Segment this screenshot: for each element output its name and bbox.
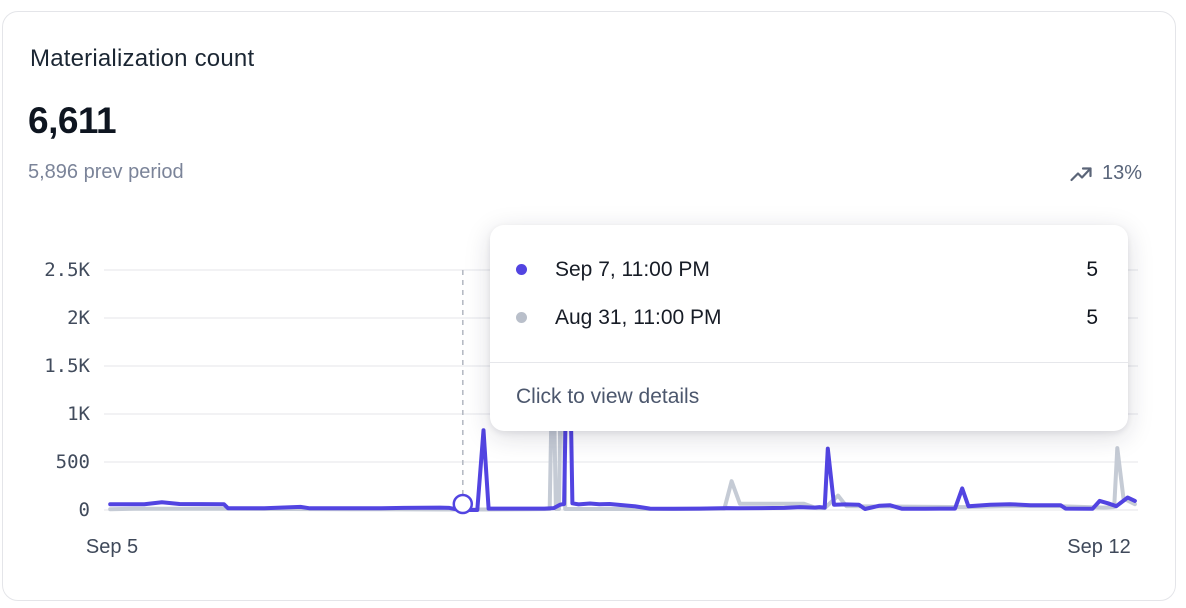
hover-point[interactable]	[452, 493, 474, 515]
metric-prev-period: 5,896 prev period	[28, 161, 184, 183]
x-tick-start: Sep 5	[85, 536, 139, 558]
y-tick-label: 0	[78, 499, 90, 521]
current-series-line	[108, 258, 1137, 512]
card-title: Materialization count	[30, 45, 255, 72]
tooltip-date-previous: Aug 31, 11:00 PM	[555, 305, 722, 329]
current-series-dot-icon	[516, 264, 527, 275]
previous-series-dot-icon	[516, 312, 527, 323]
y-tick-label: 1.5K	[44, 355, 90, 377]
tooltip-divider	[490, 362, 1128, 363]
x-tick-end: Sep 12	[1067, 536, 1131, 558]
y-tick-label: 1K	[67, 403, 90, 425]
y-tick-label: 2.5K	[44, 259, 90, 281]
tooltip-value-current: 5	[1086, 257, 1098, 281]
trend-indicator: 13%	[1069, 162, 1142, 185]
trend-percent: 13%	[1101, 162, 1142, 184]
chart-tooltip: Sep 7, 11:00 PM 5 Aug 31, 11:00 PM 5 Cli…	[490, 225, 1128, 431]
y-tick-label: 2K	[67, 307, 90, 329]
tooltip-footer: Click to view details	[516, 385, 700, 408]
metric-value: 6,611	[28, 100, 117, 141]
tooltip-date-current: Sep 7, 11:00 PM	[555, 257, 710, 281]
y-tick-label: 500	[55, 451, 90, 473]
tooltip-row-current: Sep 7, 11:00 PM 5	[490, 256, 1128, 283]
tooltip-row-previous: Aug 31, 11:00 PM 5	[490, 304, 1128, 331]
trending-up-icon	[1070, 166, 1092, 181]
tooltip-value-previous: 5	[1086, 305, 1098, 329]
